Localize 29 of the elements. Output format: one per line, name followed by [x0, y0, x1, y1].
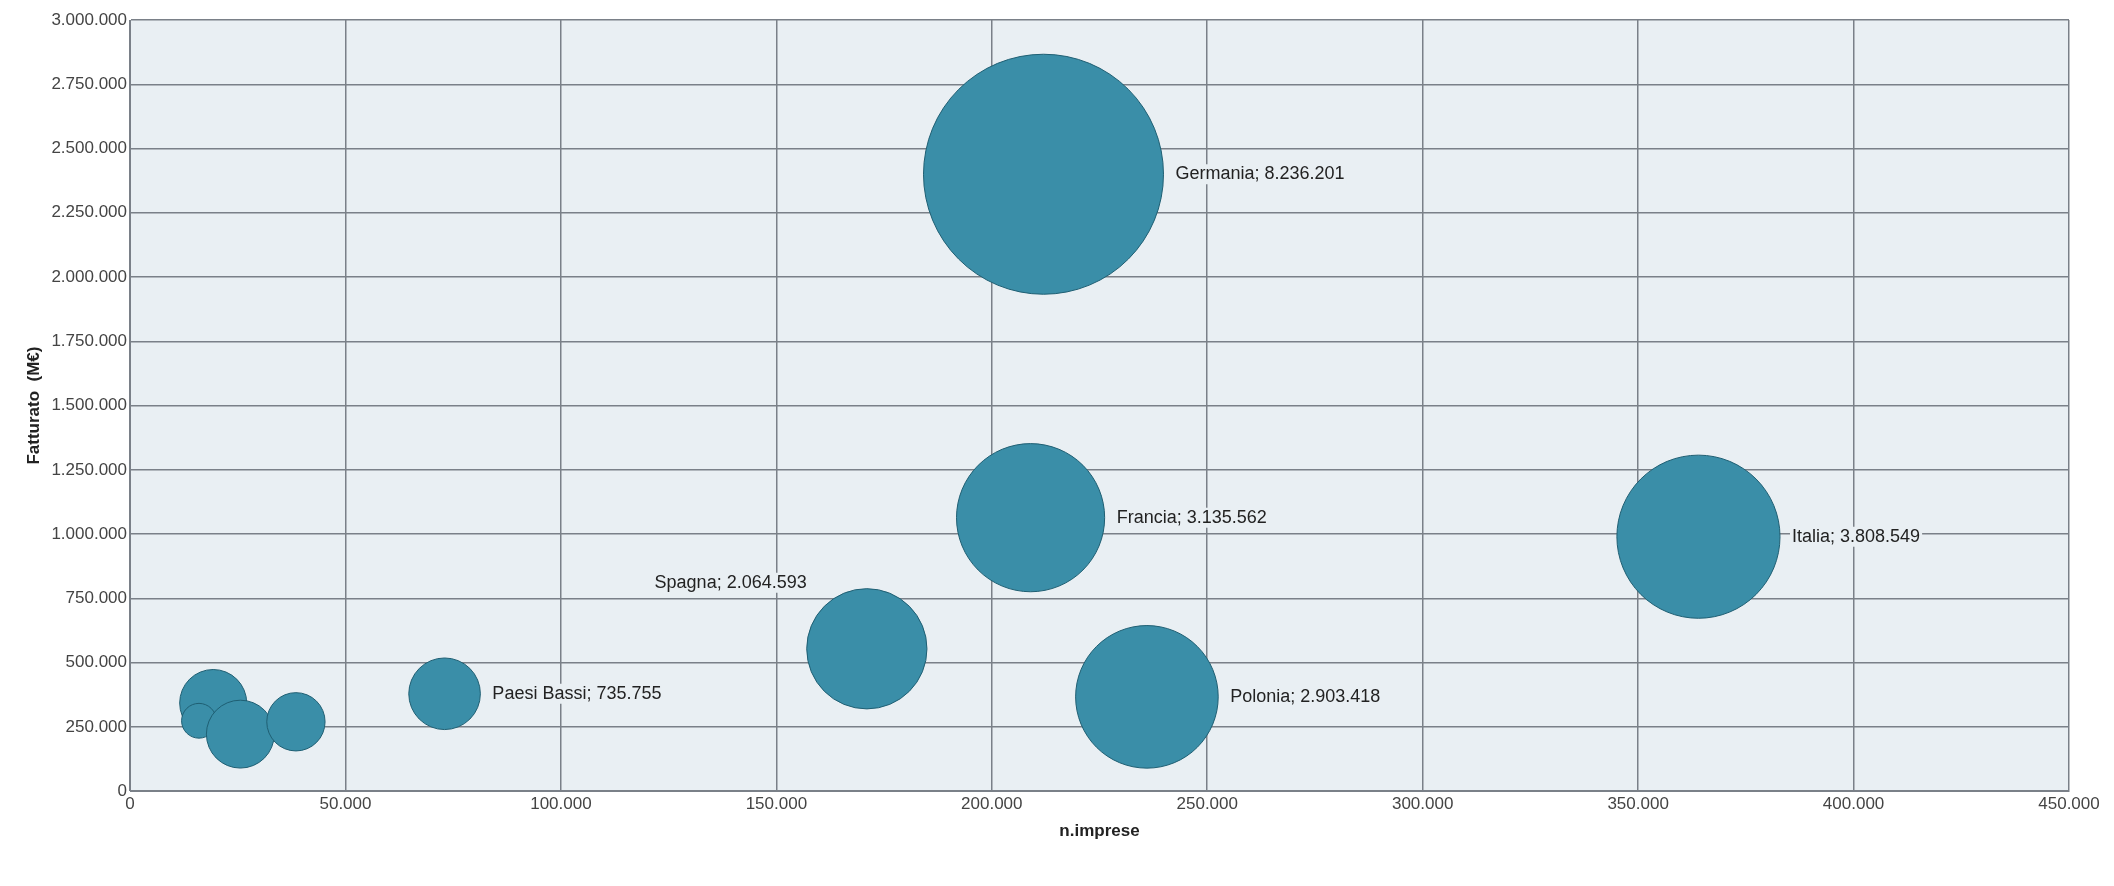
annotation: Spagna; 2.064.593	[654, 571, 807, 592]
y-tick-label: 2.250.000	[51, 202, 128, 222]
y-tick-label: 1.750.000	[51, 331, 128, 351]
x-tick-label: 350.000	[1607, 794, 1669, 814]
x-tick-label: 250.000	[1176, 794, 1238, 814]
y-tick-label: 750.000	[65, 588, 128, 608]
annotation: Germania; 8.236.201	[1175, 163, 1345, 184]
annotation: Polonia; 2.903.418	[1230, 685, 1381, 706]
x-tick-label: 450.000	[2038, 794, 2100, 814]
x-tick-label: 300.000	[1391, 794, 1454, 814]
x-tick-label: 50.000	[319, 794, 372, 814]
annotation: Paesi Bassi; 735.755	[492, 682, 662, 703]
y-tick-label: 2.750.000	[51, 73, 128, 93]
y-tick-label: 1.500.000	[51, 395, 128, 415]
x-axis-title: n.imprese	[1059, 821, 1140, 841]
y-axis-title: Fatturato (M€)	[23, 346, 43, 465]
annotation: Francia; 3.135.562	[1116, 506, 1267, 527]
y-tick-label: 250.000	[65, 716, 128, 736]
y-tick-label: 1.250.000	[51, 459, 128, 479]
y-tick-label: 2.500.000	[51, 138, 128, 158]
x-tick-label: 400.000	[1822, 794, 1885, 814]
annotation: Italia; 3.808.549	[1792, 525, 1921, 546]
y-tick-label: 2.000.000	[51, 266, 128, 286]
y-tick-label: 1.000.000	[51, 523, 128, 543]
x-tick-label: 200.000	[961, 794, 1023, 814]
y-tick-label: 500.000	[65, 652, 128, 672]
y-tick-label: 3.000.000	[51, 9, 128, 29]
x-tick-label: 150.000	[745, 794, 808, 814]
x-tick-label: 100.000	[530, 794, 592, 814]
